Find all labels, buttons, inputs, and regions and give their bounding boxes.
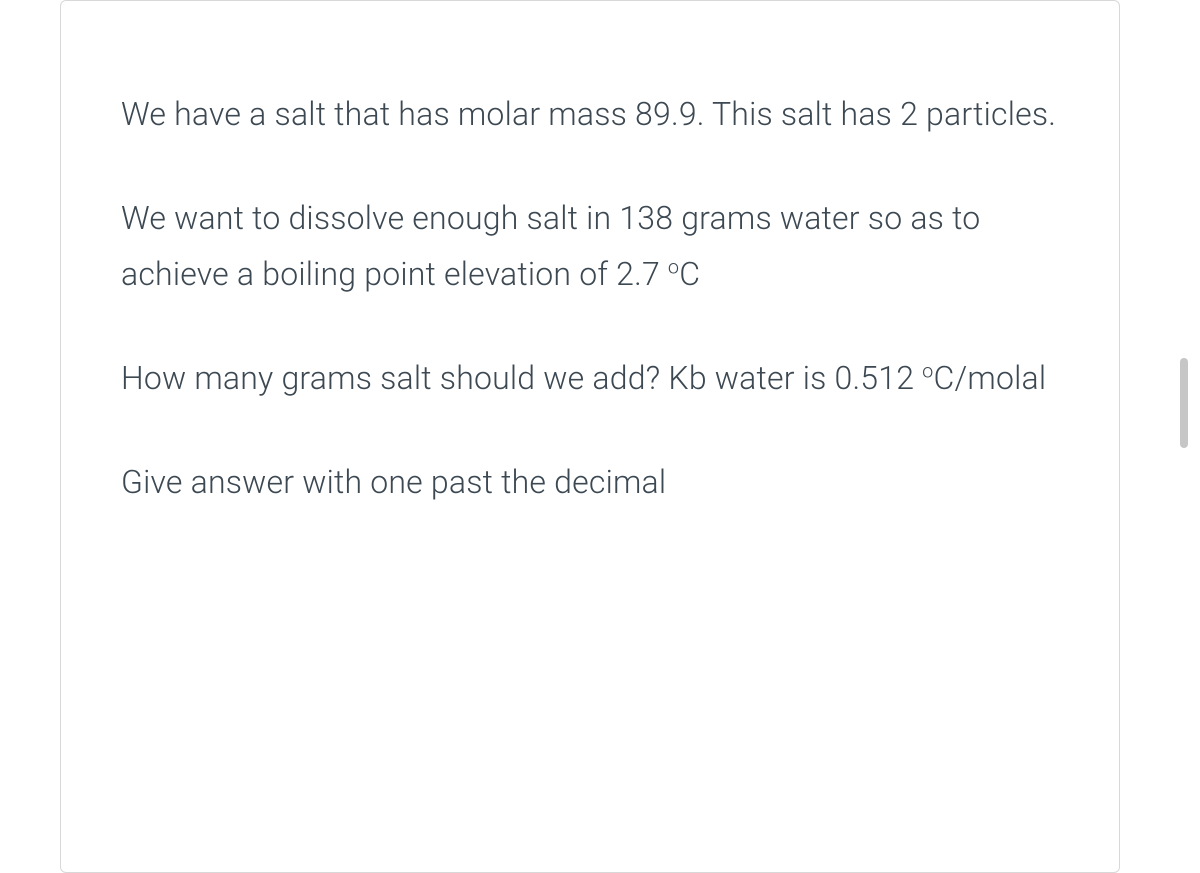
degree-symbol: o [668,255,679,278]
question-paragraph-4: Give answer with one past the decimal [121,454,1059,510]
scrollbar-thumb[interactable] [1180,358,1188,448]
scrollbar-track[interactable] [1178,0,1188,873]
question-paragraph-3: How many grams salt should we add? Kb wa… [121,350,1059,406]
question-paragraph-1: We have a salt that has molar mass 89.9.… [121,86,1059,142]
degree-symbol: o [922,359,933,382]
question-card: We have a salt that has molar mass 89.9.… [60,0,1120,873]
question-paragraph-2: We want to dissolve enough salt in 138 g… [121,190,1059,302]
